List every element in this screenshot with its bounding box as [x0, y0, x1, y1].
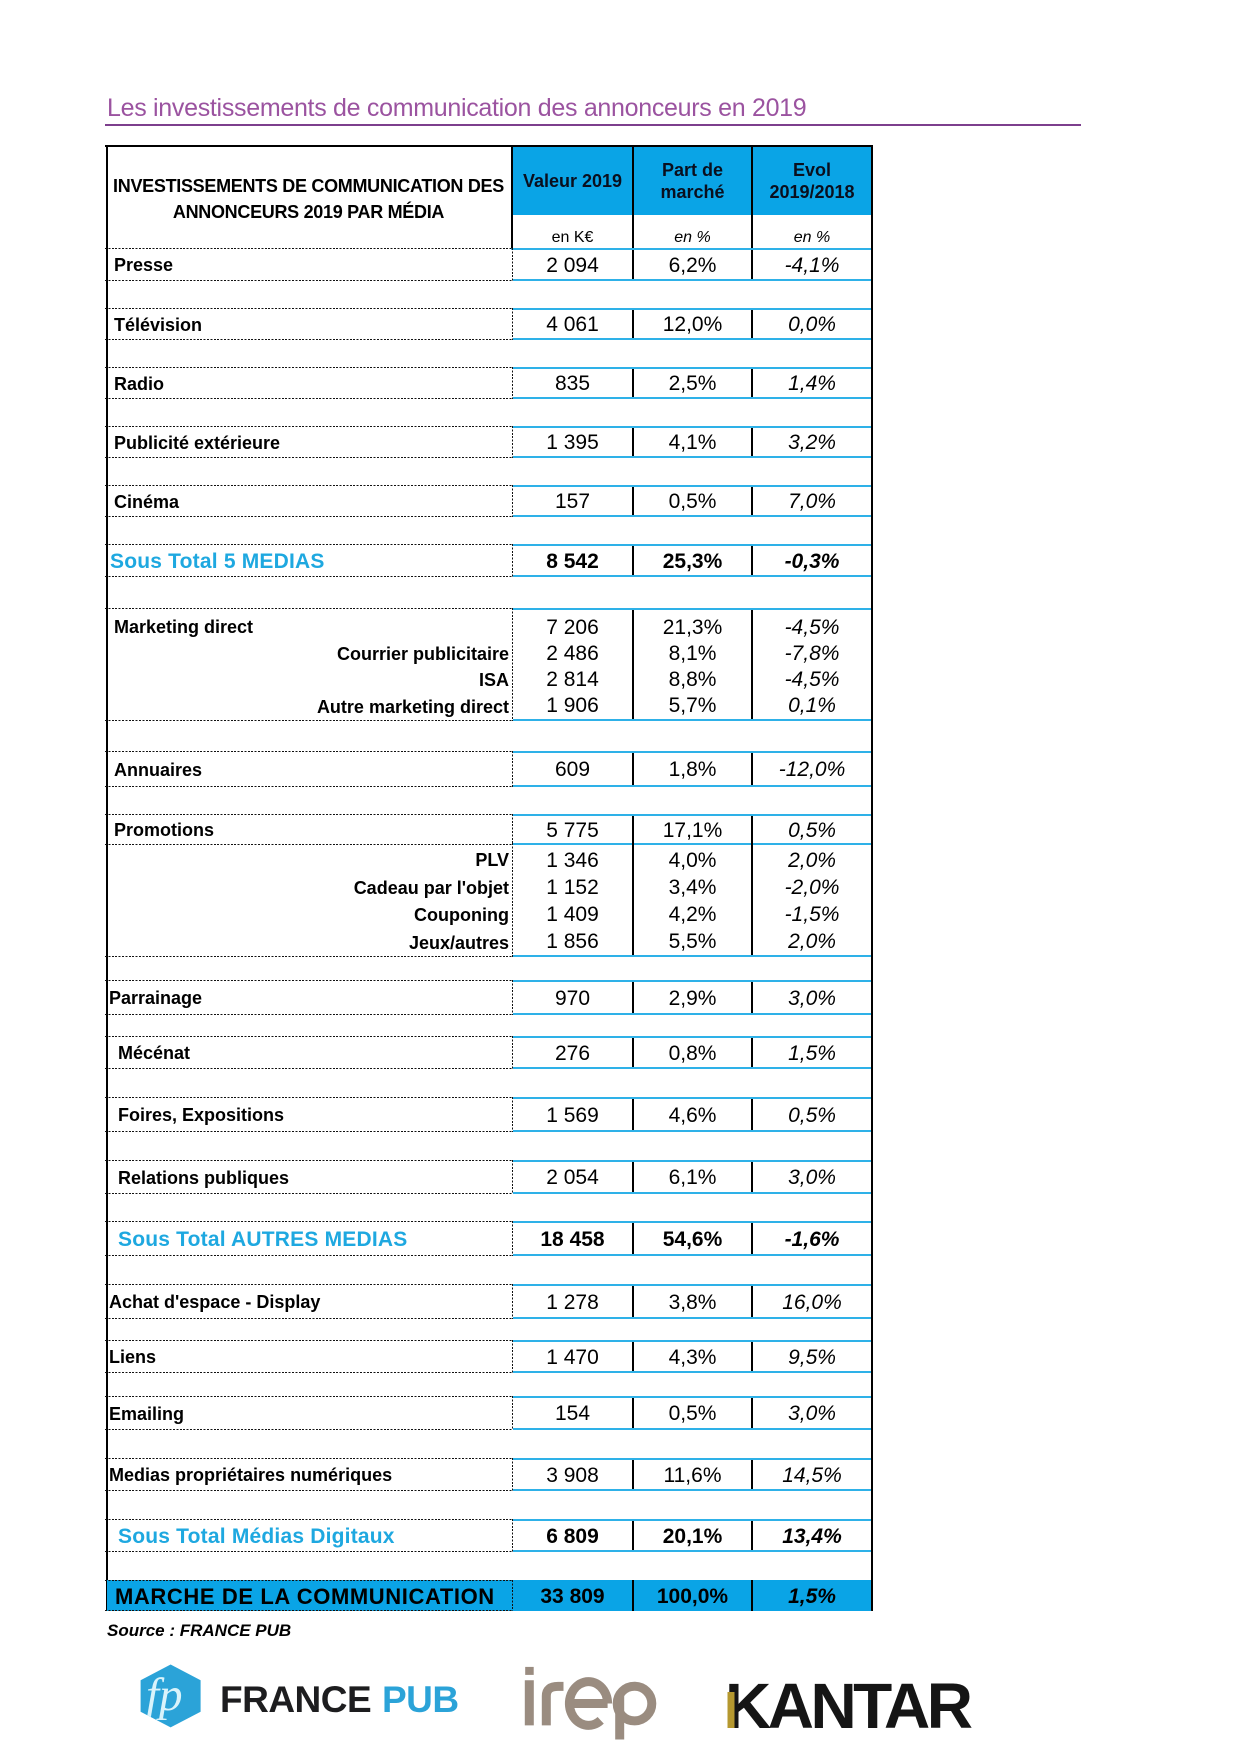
svg-text:fp: fp [146, 1669, 183, 1721]
svg-text:KANTAR: KANTAR [725, 1670, 972, 1742]
svg-text:FRANCE: FRANCE [220, 1679, 371, 1720]
svg-text:PUB: PUB [382, 1679, 459, 1720]
